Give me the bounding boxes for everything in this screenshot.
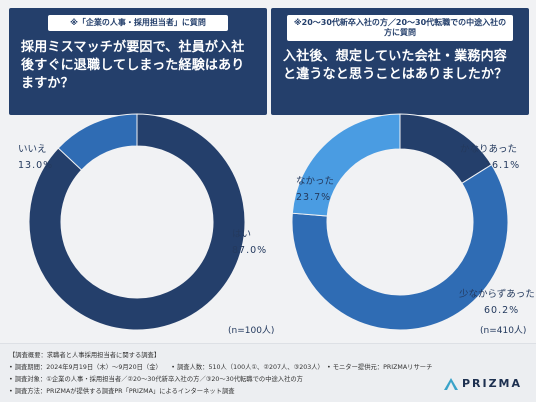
footer-period: • 調査期間：2024年9月19日（木）～9月20日（金） • 調査人数：510… (9, 364, 433, 371)
right-sample-size: (n=410人) (480, 326, 527, 336)
chart1-slice-2-label: いいえ (18, 144, 47, 155)
footer-method: • 調査方法：PRIZMAが提供する調査PR「PRIZMA」によるインターネット… (9, 388, 235, 395)
chart1-slice-2 (57, 113, 138, 171)
right-question-tag: ※20～30代新卒入社の方／20～30代転職での中途入社の方に質問 (287, 15, 513, 41)
footer-target: • 調査対象：①企業の人事・採用担当者／②20～30代新卒入社の方／③20～30… (9, 376, 303, 383)
chart2-slice-3-value: 23.7% (296, 192, 331, 203)
chart2-slice-1-value: 16.1% (485, 160, 520, 171)
survey-footer: 【調査概要：求職者と人事採用担当者に関する調査】 • 調査期間：2024年9月1… (0, 343, 536, 402)
left-sample-size: (n=100人) (228, 326, 275, 336)
chart1-slice-1-label: はい (232, 229, 251, 240)
brand-name: PRIZMA (461, 377, 522, 390)
chart2-slice-3 (291, 113, 401, 217)
chart1-slice-2-value: 13.0% (18, 160, 53, 171)
prizma-mark-icon (443, 377, 458, 390)
left-question-text: 採用ミスマッチが要因で、社員が入社後すぐに退職してしまった経験はありますか？ (21, 40, 245, 92)
prizma-logo: PRIZMA (443, 377, 522, 390)
left-question-panel: ※「企業の人事・採用担当者」に質問 採用ミスマッチが要因で、社員が入社後すぐに退… (9, 8, 267, 115)
chart2-slice-2-value: 60.2% (484, 305, 519, 316)
chart2-slice-3-label: なかった (296, 176, 334, 187)
chart2-slice-1-label: かなりあった (460, 144, 517, 155)
chart1-slice-1-value: 87.0% (232, 245, 267, 256)
donut-charts: はい 87.0% いいえ 13.0% かなりあった 16.1% 少なからずあった 60.2% な… (18, 113, 535, 331)
chart2-slice-2-label: 少なからずあった (459, 289, 535, 300)
chart2-slice-2 (291, 164, 509, 331)
footer-title: 【調査概要：求職者と人事採用担当者に関する調査】 (9, 352, 161, 359)
chart1-slice-1 (28, 113, 246, 331)
right-question-text: 入社後、想定していた会社・業務内容と違うなと思うことはありましたか？ (283, 49, 508, 83)
right-question-panel: ※20～30代新卒入社の方／20～30代転職での中途入社の方に質問 入社後、想定… (271, 8, 529, 115)
left-question-tag: ※「企業の人事・採用担当者」に質問 (48, 15, 228, 31)
